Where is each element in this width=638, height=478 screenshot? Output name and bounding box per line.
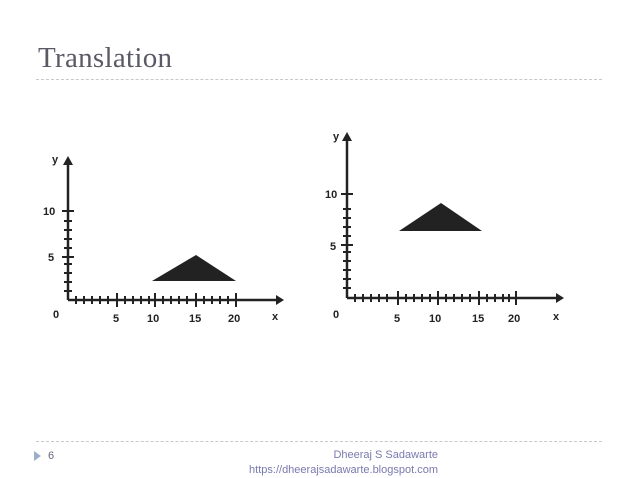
x-axis-label: x: [272, 311, 279, 323]
y-tick-marks: [62, 210, 74, 292]
y-tick-marks: [341, 193, 353, 289]
x-axis-arrow-icon: [556, 293, 564, 303]
x-tick-label: 20: [228, 313, 240, 325]
origin-label: 0: [333, 309, 339, 321]
title-divider: [36, 79, 602, 80]
bullet-arrow-icon: [34, 451, 41, 461]
x-axis-label: x: [553, 311, 560, 323]
x-tick-marks: [354, 291, 517, 305]
x-tick-label: 5: [394, 313, 400, 325]
footer-url[interactable]: https://dheerajsadawarte.blogspot.com: [249, 464, 438, 476]
footer-author: Dheeraj S Sadawarte: [333, 449, 438, 461]
slide-title: Translation: [38, 42, 173, 74]
y-axis-arrow-icon: [63, 156, 73, 165]
x-tick-marks: [75, 293, 237, 307]
y-tick-label: 5: [48, 252, 54, 264]
x-tick-label: 10: [147, 313, 159, 325]
translated-triangle: [399, 203, 482, 231]
footer-divider: [36, 441, 602, 442]
x-tick-label: 15: [472, 313, 484, 325]
y-axis-label: y: [333, 131, 340, 143]
x-axis-arrow-icon: [276, 295, 284, 305]
y-axis-label: y: [52, 154, 59, 166]
origin-label: 0: [53, 309, 59, 321]
x-tick-label: 5: [113, 313, 119, 325]
y-tick-label: 10: [325, 189, 337, 201]
x-tick-label: 20: [508, 313, 520, 325]
x-tick-label: 10: [429, 313, 441, 325]
slide-number: 6: [48, 450, 55, 462]
triangle: [152, 255, 236, 281]
y-axis-arrow-icon: [342, 132, 352, 141]
y-tick-label: 5: [330, 241, 336, 253]
y-tick-label: 10: [43, 206, 55, 218]
x-tick-label: 15: [189, 313, 201, 325]
